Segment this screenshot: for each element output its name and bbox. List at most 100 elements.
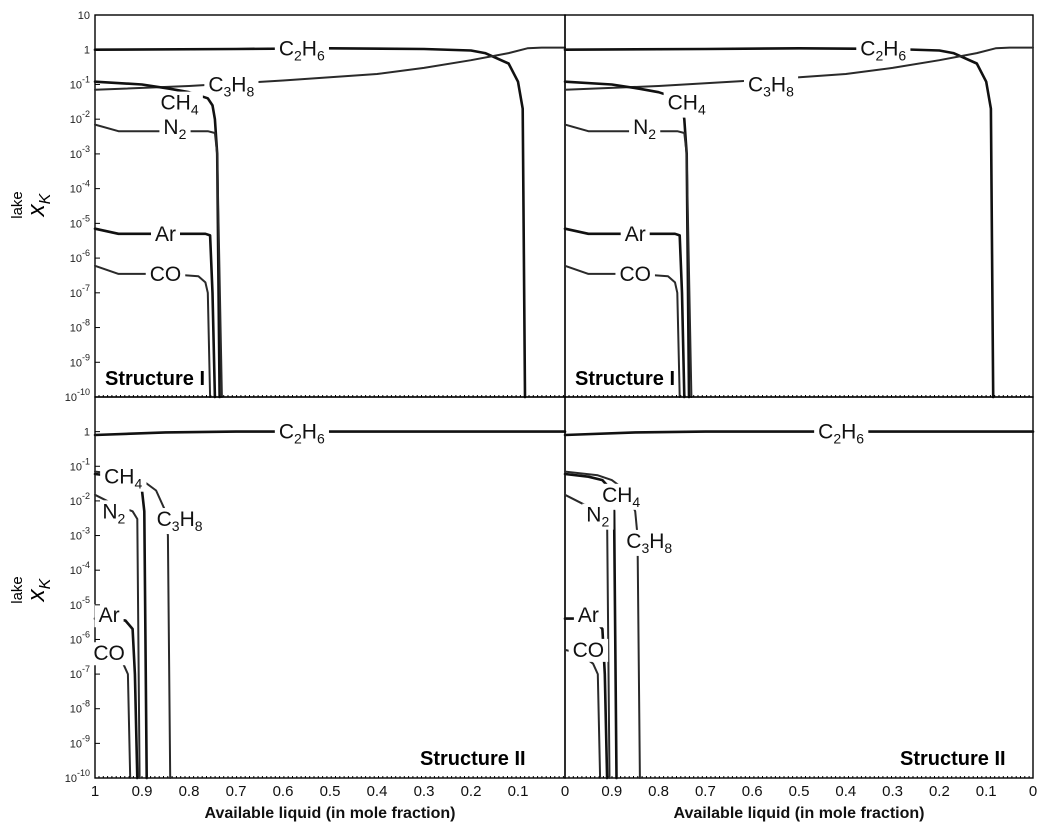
y-tick-label: 10-7 <box>70 664 90 681</box>
x-tick-label: 0.5 <box>789 783 810 800</box>
y-tick-label: 10-5 <box>70 213 90 230</box>
series-label-n2: N2 <box>163 116 186 142</box>
x-tick-label: 0.3 <box>414 783 435 800</box>
label-backdrop <box>94 604 124 628</box>
series-label-c2h6: C2H6 <box>860 37 906 63</box>
series-line-co <box>94 648 132 779</box>
y-tick-label: 10-6 <box>70 248 90 265</box>
label-backdrop <box>582 503 614 530</box>
y-tick-label: 10-9 <box>70 733 90 750</box>
x-tick-label: 0.2 <box>929 783 950 800</box>
series-label-co: CO <box>93 642 125 665</box>
series-label-n2: N2 <box>586 504 609 530</box>
y-tick-label: 10 <box>78 10 90 22</box>
series-label-ch4: CH4 <box>104 466 142 492</box>
series-label-c3h8: C3H8 <box>748 73 794 99</box>
label-backdrop <box>151 222 181 246</box>
x-tick-label: 0.7 <box>226 783 247 800</box>
series-label-c2h6: C2H6 <box>279 421 325 447</box>
panel-frame <box>564 14 1034 398</box>
label-backdrop <box>98 500 130 527</box>
series-label-ch4: CH4 <box>161 92 199 118</box>
x-axis-label: Available liquid (in mole fraction) <box>674 805 925 822</box>
label-backdrop <box>856 37 911 64</box>
series-label-co: CO <box>150 263 182 286</box>
structure-label: Structure I <box>105 368 205 390</box>
y-tick-label: 10-8 <box>70 318 90 335</box>
label-backdrop <box>89 642 129 666</box>
series-line-co <box>564 648 602 779</box>
x-tick-label: 0 <box>561 783 569 800</box>
structure-label: Structure II <box>420 748 526 770</box>
x-tick-label: 0.3 <box>882 783 903 800</box>
series-line-c2h6 <box>563 430 1035 437</box>
y-tick-label: 10-2 <box>70 109 90 126</box>
x-tick-label: 0.6 <box>273 783 294 800</box>
label-backdrop <box>620 222 650 246</box>
axes-group: 10-1 0 10-9 10-8 10-7 10-6 10-5 10-4 10-3 10-2 10-… <box>9 10 1037 822</box>
series-label-ar: Ar <box>155 223 176 246</box>
y-tick-label: 10-8 <box>70 699 90 716</box>
x-tick-label: 0.4 <box>367 783 388 800</box>
x-tick-label: 0.4 <box>835 783 856 800</box>
series-label-co: CO <box>573 639 605 662</box>
panel-frame <box>94 14 566 398</box>
y-axis-label-sup: lake <box>9 191 26 219</box>
series-label-co: CO <box>619 263 651 286</box>
label-backdrop <box>568 638 609 662</box>
x-tick-label: 0.1 <box>508 783 529 800</box>
series-label-c3h8: C3H8 <box>208 73 254 99</box>
x-tick-label: 0.1 <box>976 783 997 800</box>
x-tick-label: 0.5 <box>320 783 341 800</box>
x-tick-label: 0.8 <box>179 783 200 800</box>
label-backdrop <box>274 37 329 64</box>
panel-3: C2H6 C3H8 CH4 N2 Ar CO Structure I <box>563 14 1034 399</box>
label-backdrop <box>573 604 603 628</box>
series-label-ch4: CH4 <box>602 484 640 510</box>
x-tick-label: 0.6 <box>742 783 763 800</box>
series-label-c2h6: C2H6 <box>818 421 864 447</box>
x-tick-label: 0.9 <box>132 783 153 800</box>
y-tick-label: 10-4 <box>70 179 90 196</box>
svg-text:xK: xK <box>23 192 54 217</box>
label-backdrop <box>814 420 869 447</box>
y-tick-label: 10-7 <box>70 283 90 300</box>
x-tick-label: 0.9 <box>601 783 622 800</box>
x-tick-label: 0.8 <box>648 783 669 800</box>
panel-frame <box>94 396 566 779</box>
label-backdrop <box>622 529 677 556</box>
label-backdrop <box>156 91 203 118</box>
y-tick-label: 1 <box>84 427 90 439</box>
series-label-c2h6: C2H6 <box>279 37 325 63</box>
series-label-ar: Ar <box>99 604 120 627</box>
series-line-n2 <box>564 123 693 398</box>
series-label-ar: Ar <box>625 223 646 246</box>
label-backdrop <box>615 262 655 286</box>
x-tick-label: 0 <box>1029 783 1037 800</box>
y-tick-label: 10-1 <box>70 74 90 91</box>
label-backdrop <box>629 115 661 142</box>
panel-frame <box>564 396 1034 779</box>
y-tick-label: 1 <box>84 45 90 57</box>
structure-label: Structure II <box>900 748 1006 770</box>
label-backdrop <box>159 115 191 142</box>
series-line-c3h8 <box>94 46 566 91</box>
series-line-c2h6 <box>563 47 995 399</box>
x-tick-label: 0.2 <box>461 783 482 800</box>
y-tick-label: 10-5 <box>70 595 90 612</box>
series-line-ar <box>93 227 217 399</box>
panel-2: C2H6 C3H8 CH4 N2 Ar CO Structure II <box>89 396 567 780</box>
series-label-ch4: CH4 <box>668 92 706 118</box>
series-line-c2h6 <box>93 430 567 437</box>
series-label-c3h8: C3H8 <box>157 508 203 534</box>
y-tick-label: 10-3 <box>70 144 90 161</box>
x-tick-label: 0.7 <box>695 783 716 800</box>
label-backdrop <box>274 420 329 447</box>
series-label-c3h8: C3H8 <box>626 530 672 556</box>
x-axis-label: Available liquid (in mole fraction) <box>205 805 456 822</box>
label-backdrop <box>204 73 259 100</box>
